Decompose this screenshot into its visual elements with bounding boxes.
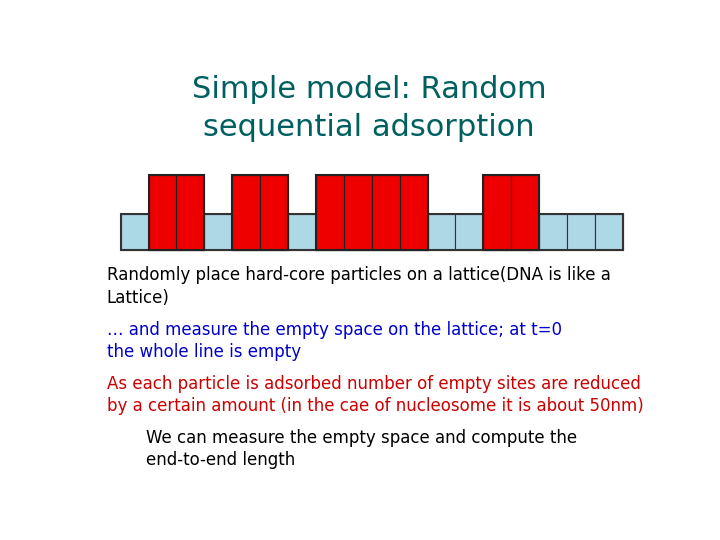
Bar: [511, 175, 539, 250]
Bar: [483, 175, 539, 250]
Bar: [148, 214, 176, 250]
Bar: [372, 175, 400, 250]
Text: We can measure the empty space and compute the
end-to-end length: We can measure the empty space and compu…: [145, 429, 577, 469]
Bar: [316, 214, 344, 250]
Bar: [400, 175, 428, 250]
Bar: [148, 175, 176, 250]
Bar: [121, 214, 623, 250]
Bar: [344, 175, 372, 250]
Bar: [233, 214, 260, 250]
Bar: [233, 175, 260, 250]
Bar: [204, 214, 233, 250]
Bar: [567, 214, 595, 250]
Bar: [483, 214, 511, 250]
Bar: [456, 214, 483, 250]
Bar: [260, 175, 288, 250]
Bar: [148, 175, 204, 250]
Bar: [372, 214, 400, 250]
Bar: [483, 175, 511, 250]
Bar: [288, 214, 316, 250]
Text: Randomly place hard-core particles on a lattice(DNA is like a
Lattice): Randomly place hard-core particles on a …: [107, 266, 611, 307]
Bar: [539, 214, 567, 250]
Text: As each particle is adsorbed number of empty sites are reduced
by a certain amou: As each particle is adsorbed number of e…: [107, 375, 644, 415]
Bar: [121, 214, 148, 250]
Text: … and measure the empty space on the lattice; at t=0
the whole line is empty: … and measure the empty space on the lat…: [107, 321, 562, 361]
Bar: [428, 214, 456, 250]
Bar: [176, 175, 204, 250]
Bar: [176, 214, 204, 250]
Bar: [316, 175, 344, 250]
Bar: [595, 214, 623, 250]
Bar: [260, 214, 288, 250]
Text: Simple model: Random
sequential adsorption: Simple model: Random sequential adsorpti…: [192, 75, 546, 143]
Bar: [400, 214, 428, 250]
Bar: [344, 214, 372, 250]
Bar: [233, 175, 288, 250]
Bar: [511, 214, 539, 250]
Bar: [316, 175, 428, 250]
